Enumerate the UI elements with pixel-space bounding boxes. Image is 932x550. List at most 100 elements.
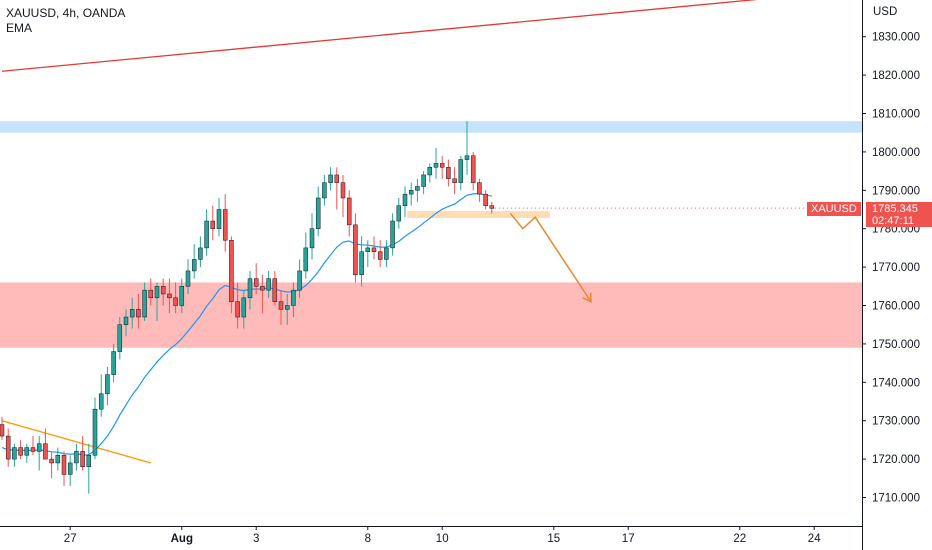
candle-53 [328,174,333,183]
candle-70 [433,163,439,168]
candle-73 [452,178,457,183]
candle-56 [346,197,352,226]
last-price-value: 1785.345 [872,203,918,215]
zone-support [0,282,862,348]
candle-13 [80,451,85,468]
candle-78 [483,193,488,206]
candle-12 [74,451,79,464]
candle-20 [123,316,129,325]
candle-69 [427,167,433,176]
candle-79 [489,205,495,209]
y-tick-label-3: 1740.000 [872,377,920,389]
candle-58 [359,251,364,276]
symbol-badge: XAUUSD [807,202,861,216]
candle-42 [260,286,265,291]
y-tick-label-6: 1770.000 [872,262,920,274]
candle-37 [229,239,234,302]
x-tick-label-4: 10 [436,533,449,545]
candle-55 [340,182,346,199]
candle-0 [0,424,5,437]
candle-41 [253,278,259,287]
last-price-label: 1785.345 02:47:11 [866,202,932,227]
x-tick-label-0: 27 [64,533,77,545]
candle-15 [92,408,98,456]
chart-legend: XAUUSD, 4h, OANDA EMA [6,6,125,36]
candle-72 [446,167,451,180]
candle-45 [278,301,284,310]
candle-27 [167,293,172,299]
trendline-long-term-red [1,0,759,72]
y-tick-label-11: 1820.000 [872,70,920,82]
candle-9 [55,455,61,464]
x-tick-label-7: 22 [733,533,746,545]
projection-arrowhead [582,292,592,303]
candle-8 [49,458,54,464]
candle-28 [173,297,178,306]
candle-10 [61,455,67,475]
candle-76 [470,155,476,183]
candle-21 [129,309,135,318]
candle-74 [458,159,464,183]
candle-11 [67,462,73,475]
candle-49 [303,247,309,272]
projection-path [509,212,592,303]
candle-59 [365,247,371,252]
candle-33 [204,220,209,249]
candle-22 [136,309,141,318]
candle-67 [415,186,420,191]
y-tick-label-9: 1800.000 [872,147,920,159]
candle-65 [402,193,408,206]
x-tick-label-5: 15 [547,533,560,545]
zone-resistance [0,121,862,133]
candle-68 [421,174,426,187]
candle-38 [235,301,240,318]
candle-48 [297,270,302,291]
candle-66 [408,190,414,195]
candle-3 [18,447,23,456]
currency-label: USD [873,6,897,18]
x-tick-label-3: 8 [365,533,371,545]
candle-1 [5,435,11,460]
x-tick-label-8: 24 [808,533,821,545]
indicator-ema-label[interactable]: EMA [6,21,33,35]
candle-57 [353,224,358,276]
candle-7 [43,443,48,460]
candle-35 [216,209,222,229]
candle-46 [284,305,290,310]
candle-75 [464,155,470,160]
x-tick-label-1: Aug [171,533,193,545]
candle-31 [191,259,197,272]
y-tick-label-2: 1730.000 [872,416,920,428]
candle-17 [105,374,110,395]
candle-44 [272,278,278,302]
candle-61 [377,251,383,260]
candle-60 [371,247,377,252]
candle-23 [142,289,147,318]
candle-26 [160,286,166,295]
candle-43 [266,278,271,291]
y-tick-label-8: 1790.000 [872,185,920,197]
candle-52 [322,182,327,199]
candle-19 [117,324,123,352]
symbol-title[interactable]: XAUUSD, 4h, OANDA [6,6,126,20]
candle-32 [198,247,203,260]
y-tick-label-10: 1810.000 [872,109,920,121]
bar-countdown: 02:47:11 [872,215,915,227]
trendline-descending-orange [1,420,151,464]
y-tick-label-0: 1710.000 [872,493,920,505]
candle-18 [111,351,116,375]
candle-6 [36,443,42,452]
candle-77 [477,182,482,195]
candle-24 [148,289,154,299]
y-tick-label-12: 1830.000 [872,32,920,44]
candle-5 [30,447,36,452]
candle-34 [210,220,216,229]
candle-64 [396,205,402,222]
candle-63 [390,220,395,249]
candle-2 [12,447,17,460]
candle-51 [315,197,321,229]
candle-14 [86,455,92,468]
time-axis-panel [0,526,932,550]
